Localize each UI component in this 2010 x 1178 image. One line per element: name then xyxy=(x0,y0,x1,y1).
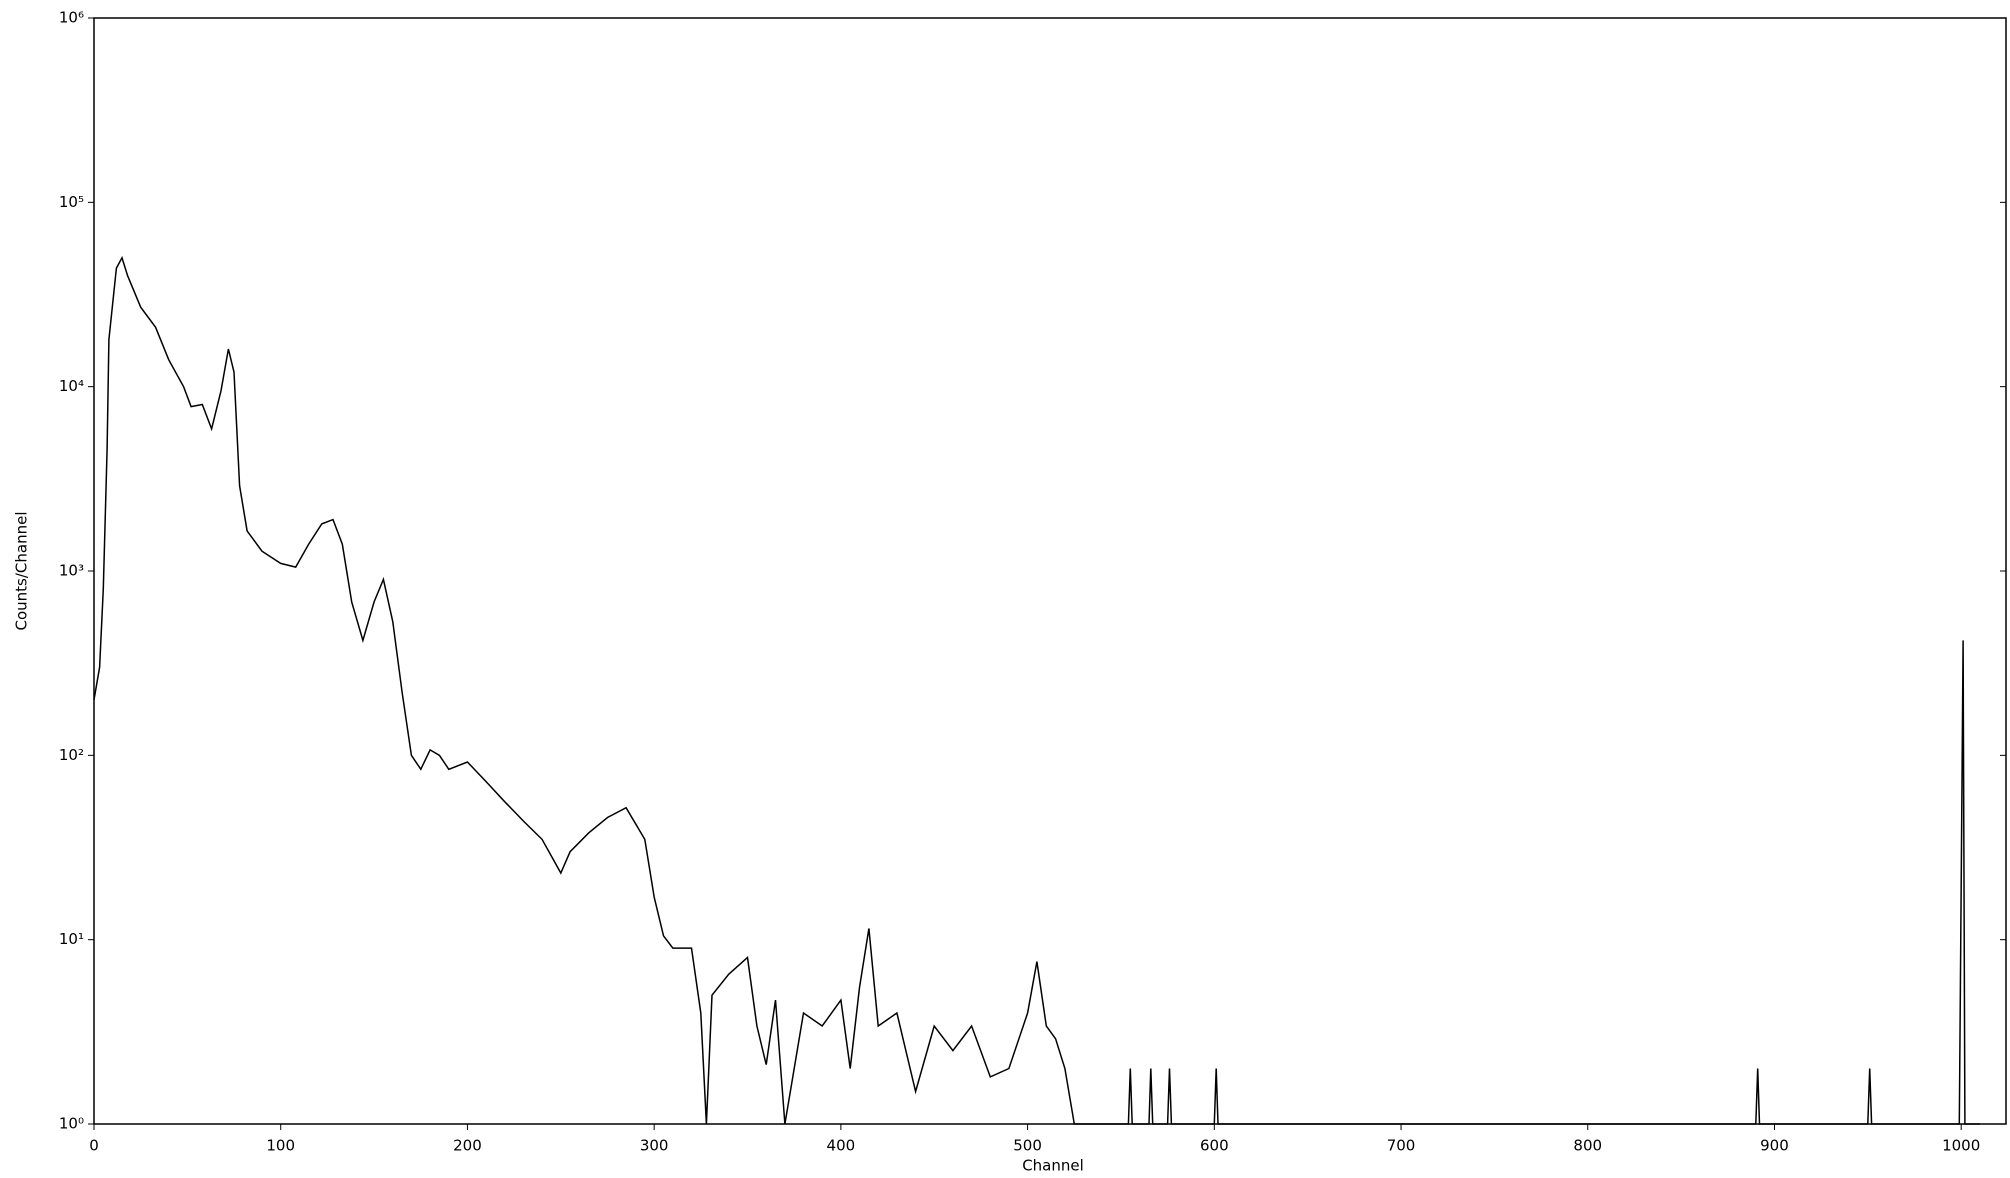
y-tick-label: 10⁰ xyxy=(59,1115,84,1133)
x-tick-label: 400 xyxy=(827,1137,856,1155)
x-tick-label: 800 xyxy=(1573,1137,1602,1155)
y-tick-label: 10⁵ xyxy=(59,193,84,211)
y-tick-label: 10⁶ xyxy=(59,9,84,27)
y-tick-label: 10² xyxy=(59,746,84,764)
plot-frame xyxy=(93,17,2007,1125)
x-tick-label: 600 xyxy=(1200,1137,1229,1155)
y-tick-label: 10³ xyxy=(59,562,84,580)
x-tick-label: 900 xyxy=(1760,1137,1789,1155)
spectrum-line xyxy=(93,255,1980,1125)
x-axis-label: Channel xyxy=(1022,1157,1084,1175)
x-tick-label: 700 xyxy=(1387,1137,1416,1155)
x-tick-label: 300 xyxy=(640,1137,669,1155)
y-tick-label: 10⁴ xyxy=(59,377,84,395)
y-tick-label: 10¹ xyxy=(59,930,84,948)
x-tick-label: 100 xyxy=(266,1137,295,1155)
x-tick-label: 200 xyxy=(453,1137,482,1155)
x-tick-label: 500 xyxy=(1013,1137,1042,1155)
y-axis-label: Counts/Channel xyxy=(13,512,31,631)
x-tick-label: 0 xyxy=(89,1137,99,1155)
x-tick-label: 1000 xyxy=(1942,1137,1980,1155)
